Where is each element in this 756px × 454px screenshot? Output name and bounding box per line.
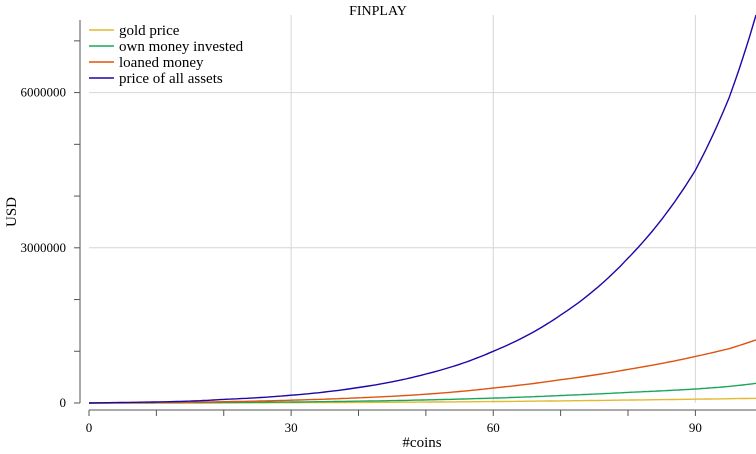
axes: 0 3000000 6000000 0 30 60 90 — [21, 20, 756, 435]
legend-entry-label: loaned money — [119, 55, 204, 71]
chart-title: FINPLAY — [349, 4, 407, 19]
legend-entry-label: price of all assets — [119, 71, 223, 87]
y-tick-label: 6000000 — [21, 85, 67, 100]
x-tick-label: 60 — [487, 420, 500, 435]
y-tick-label: 3000000 — [21, 240, 67, 255]
x-tick-label: 0 — [86, 420, 93, 435]
series-line-loaned-money — [89, 339, 756, 404]
grid — [89, 15, 756, 403]
series-lines — [88, 14, 756, 404]
x-tick-label: 90 — [689, 420, 702, 435]
legend-entry-label: own money invested — [119, 39, 244, 55]
y-tick-label: 0 — [60, 395, 67, 410]
x-tick-label: 30 — [285, 420, 298, 435]
legend-entry-label: gold price — [119, 23, 180, 39]
y-axis-label: USD — [4, 197, 20, 227]
x-axis-label: #coins — [402, 435, 441, 451]
series-line-price-of-all-assets — [88, 14, 756, 404]
